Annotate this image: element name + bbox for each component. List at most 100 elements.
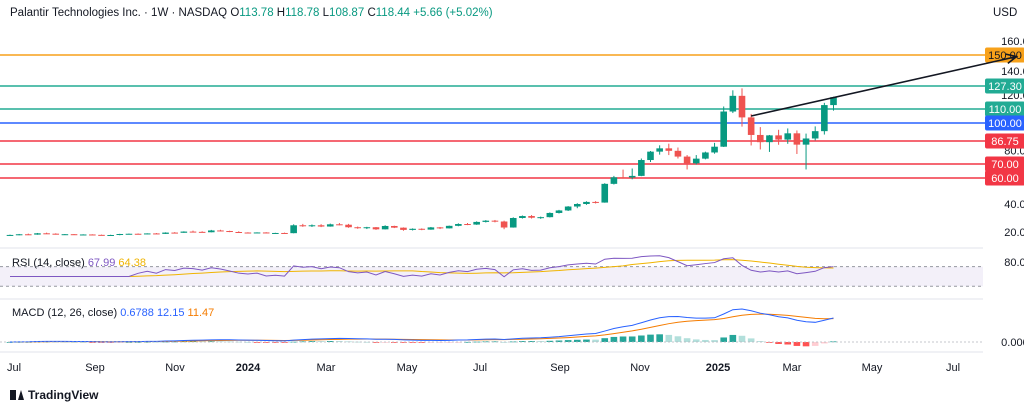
candle <box>830 96 837 111</box>
candle-body <box>473 221 480 225</box>
candle-body <box>802 138 810 145</box>
macd-histogram-bar <box>601 338 609 342</box>
level-price-tag <box>985 101 1024 117</box>
macd-histogram-bar <box>656 334 663 342</box>
candle <box>628 168 636 180</box>
x-axis-tick-label: 2024 <box>236 362 261 374</box>
symbol-title: Palantir Technologies Inc. · 1W · NASDAQ <box>10 7 228 19</box>
macd-histogram-bar <box>665 334 673 342</box>
rsi-value: 67.99 <box>87 257 116 269</box>
macd-histogram-bar <box>702 339 709 342</box>
macd-histogram-bar <box>427 342 435 343</box>
candle-body <box>555 210 563 213</box>
y-axis-tick-label: 160.00 <box>1001 36 1024 48</box>
candle <box>592 201 599 204</box>
candle-body <box>601 183 609 203</box>
macd-histogram-bar <box>244 341 252 343</box>
macd-line <box>9 308 834 343</box>
y-axis-tick-label: 20.00 <box>1004 227 1024 239</box>
candle-body <box>747 117 755 135</box>
tradingview-brand[interactable]: TradingView <box>10 388 98 402</box>
candle-body <box>308 225 316 227</box>
macd-histogram-bar <box>491 341 499 343</box>
macd-axis-tick: 0.0000 <box>1001 337 1024 349</box>
candle <box>583 201 590 205</box>
candle <box>317 224 325 228</box>
macd-histogram-bar <box>519 341 526 342</box>
candle <box>455 223 462 227</box>
candle-body <box>766 135 773 143</box>
candle <box>692 155 700 165</box>
candle-body <box>491 220 499 222</box>
candle <box>537 216 544 219</box>
candle-body <box>217 230 224 232</box>
level-price-label: 100.00 <box>988 118 1022 130</box>
candle-body <box>43 233 50 235</box>
level-price-tag <box>985 78 1024 94</box>
candle <box>409 228 416 231</box>
macd-histogram-bar <box>455 342 462 343</box>
macd-legend[interactable]: MACD (12, 26, close) 0.6788 12.15 11.47 <box>12 307 214 319</box>
candle <box>253 232 261 234</box>
change-value: +5.66 (+5.02%) <box>413 7 493 19</box>
rsi-legend[interactable]: RSI (14, close) 67.99 64.38 <box>12 257 146 269</box>
candle-body <box>134 233 142 235</box>
candle <box>519 215 526 219</box>
macd-histogram-bar <box>811 342 819 346</box>
candle-body <box>391 225 398 228</box>
close-value: 118.44 <box>375 7 411 19</box>
candle <box>162 232 169 234</box>
candle <box>656 145 663 155</box>
candle <box>272 232 279 234</box>
candle-body <box>79 234 87 236</box>
level-price-label: 70.00 <box>991 159 1019 171</box>
currency-button[interactable]: USD <box>993 7 1018 19</box>
macd-histogram-bar <box>537 341 544 342</box>
candle <box>262 232 270 234</box>
candle-body <box>610 177 618 184</box>
macd-histogram-bar <box>198 341 206 343</box>
macd-histogram-bar <box>574 339 581 342</box>
candle <box>134 233 142 235</box>
macd-label: MACD (12, 26, close) <box>12 307 118 319</box>
candle <box>171 232 178 234</box>
candle-body <box>546 212 554 218</box>
candle <box>500 220 508 230</box>
candle <box>400 227 407 231</box>
candle <box>564 206 572 211</box>
brand-label: TradingView <box>28 388 99 402</box>
candle <box>821 102 828 135</box>
level-price-tag <box>985 115 1024 131</box>
candle <box>683 155 691 170</box>
candle <box>34 232 41 235</box>
candle <box>226 230 233 233</box>
candle-body <box>153 233 160 235</box>
macd-histogram-bar <box>235 341 243 343</box>
candle-body <box>784 133 792 140</box>
level-price-tag <box>985 170 1024 186</box>
level-price-tag <box>985 133 1024 149</box>
candle-body <box>665 148 673 151</box>
candle <box>747 113 755 146</box>
macd-histogram-bar <box>400 342 407 343</box>
macd-histogram-bar <box>638 335 645 342</box>
candle-body <box>647 151 654 161</box>
macd-histogram-bar <box>564 340 572 342</box>
macd-histogram-bar <box>299 341 307 343</box>
high-label: H <box>276 7 286 19</box>
candle <box>336 223 343 226</box>
candle-body <box>299 225 307 227</box>
candle-body <box>674 150 682 157</box>
candle <box>217 229 224 232</box>
candle <box>711 142 718 154</box>
x-axis-tick-label: Mar <box>317 362 336 374</box>
macd-histogram-bar <box>134 341 142 343</box>
candle-body <box>445 225 453 229</box>
x-axis-tick-label: Sep <box>550 362 570 374</box>
candle-body <box>290 225 297 234</box>
candle <box>509 217 517 228</box>
candle-body <box>70 234 78 236</box>
tradingview-logo-icon <box>10 390 24 400</box>
candle <box>738 88 746 127</box>
